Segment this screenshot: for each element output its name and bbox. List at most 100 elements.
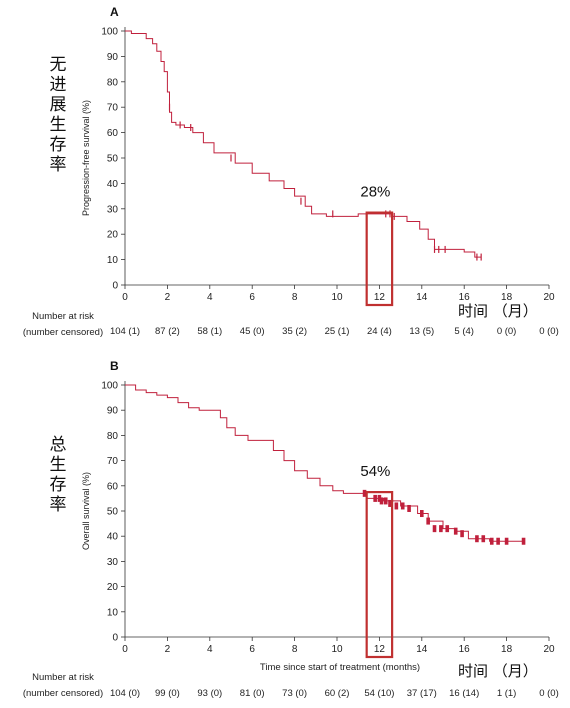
y-tick-label: 40 — [107, 179, 119, 190]
panel-b: B 0 10 20 30 40 50 60 70 80 90 100 0 2 4 6 8 10 12 14 16 18 20… — [23, 359, 559, 699]
risk-table-value: 1 (1) — [497, 688, 517, 699]
risk-table-value: 87 (2) — [155, 326, 180, 337]
panel-a: A 0 10 20 30 40 50 60 70 80 90 100 0 2 4 6 8 10 12 14 16 18 20… — [23, 5, 559, 338]
month-12-highlight-box — [365, 491, 394, 659]
y-axis-title: Overall survival (%) — [81, 472, 91, 550]
y-tick-label: 100 — [101, 381, 118, 392]
y-tick-label: 100 — [101, 27, 118, 38]
y-tick-label: 20 — [107, 582, 119, 593]
risk-table-subheader: (number censored) — [23, 688, 103, 699]
risk-table-value: 0 (0) — [497, 326, 517, 337]
survival-curve — [125, 384, 524, 542]
censor-mark — [377, 494, 382, 502]
censor-mark — [362, 489, 367, 497]
risk-table-value: 81 (0) — [240, 688, 265, 699]
risk-table-value: 58 (1) — [197, 326, 222, 337]
x-tick-label: 2 — [165, 292, 171, 303]
censor-mark — [388, 499, 392, 507]
x-axis-title: Time since start of treatment (months) — [260, 662, 420, 673]
x-tick-label: 4 — [207, 644, 213, 655]
censor-mark — [504, 537, 509, 545]
x-tick-label: 0 — [122, 292, 128, 303]
x-tick-label: 12 — [374, 644, 386, 655]
y-tick-label: 40 — [107, 532, 119, 543]
x-tick-label: 6 — [249, 644, 255, 655]
month-12-highlight-box — [365, 211, 394, 307]
x-tick-label: 8 — [292, 644, 298, 655]
y-tick-label: 90 — [107, 406, 119, 417]
x-tick-label: 18 — [501, 292, 513, 303]
risk-table-value: 24 (4) — [367, 326, 392, 337]
highlight-percentage: 28% — [360, 184, 390, 201]
x-tick-label: 0 — [122, 644, 128, 655]
risk-table-value: 93 (0) — [197, 688, 222, 699]
x-tick-label: 20 — [543, 292, 555, 303]
risk-table-value: 0 (0) — [539, 326, 559, 337]
highlight-percentage: 54% — [360, 463, 390, 480]
chinese-survival-label: 无进展生存率 — [50, 55, 67, 175]
y-tick-label: 90 — [107, 52, 119, 63]
x-tick-label: 10 — [331, 292, 343, 303]
y-tick-label: 50 — [107, 507, 119, 518]
risk-table-value: 5 (4) — [454, 326, 474, 337]
censor-mark — [394, 502, 399, 510]
x-tick-label: 16 — [459, 292, 471, 303]
risk-table-value: 99 (0) — [155, 688, 180, 699]
x-tick-label: 10 — [331, 644, 343, 655]
x-tick-label: 12 — [374, 292, 386, 303]
censor-mark — [445, 525, 450, 533]
censor-mark — [489, 537, 494, 545]
censor-mark — [383, 497, 388, 505]
y-tick-label: 80 — [107, 77, 119, 88]
risk-table-header: Number at risk — [32, 311, 94, 322]
y-tick-label: 20 — [107, 230, 119, 241]
censor-mark — [521, 537, 526, 545]
y-tick-label: 0 — [112, 281, 118, 292]
chinese-survival-label: 总生存率 — [50, 435, 67, 515]
censor-mark — [426, 517, 430, 525]
chinese-time-label: 时间 （月） — [458, 662, 538, 680]
censor-mark — [407, 504, 411, 512]
risk-table-value: 37 (17) — [407, 688, 437, 699]
x-tick-label: 2 — [165, 644, 171, 655]
censor-mark — [439, 525, 443, 533]
survival-curve — [125, 30, 482, 258]
y-tick-label: 70 — [107, 103, 119, 114]
y-tick-label: 30 — [107, 557, 119, 568]
y-tick-label: 10 — [107, 607, 119, 618]
risk-table-value: 104 (0) — [110, 688, 140, 699]
risk-table-value: 25 (1) — [325, 326, 350, 337]
censor-mark — [460, 530, 464, 538]
x-tick-label: 6 — [249, 292, 255, 303]
chinese-time-label: 时间 （月） — [458, 302, 538, 320]
censor-mark — [373, 494, 377, 502]
risk-table-value: 60 (2) — [325, 688, 350, 699]
censor-mark — [475, 535, 479, 543]
y-tick-label: 80 — [107, 431, 119, 442]
x-tick-label: 16 — [459, 644, 471, 655]
panel-letter: B — [110, 359, 119, 373]
risk-table-value: 73 (0) — [282, 688, 307, 699]
risk-table-value: 54 (10) — [364, 688, 394, 699]
censor-mark — [453, 527, 458, 535]
risk-table-value: 13 (5) — [409, 326, 434, 337]
y-tick-label: 60 — [107, 128, 119, 139]
risk-table-value: 35 (2) — [282, 326, 307, 337]
y-tick-label: 10 — [107, 255, 119, 266]
risk-table-header: Number at risk — [32, 672, 94, 683]
x-tick-label: 20 — [543, 644, 555, 655]
risk-table-subheader: (number censored) — [23, 327, 103, 338]
y-tick-label: 0 — [112, 633, 118, 644]
censor-mark — [496, 537, 500, 545]
y-tick-label: 50 — [107, 154, 119, 165]
x-tick-label: 14 — [416, 644, 428, 655]
y-tick-label: 30 — [107, 204, 119, 215]
risk-table-value: 104 (1) — [110, 326, 140, 337]
x-tick-label: 8 — [292, 292, 298, 303]
y-tick-label: 70 — [107, 456, 119, 467]
censor-mark — [379, 497, 384, 505]
censor-mark — [420, 510, 424, 518]
y-tick-label: 60 — [107, 481, 119, 492]
x-tick-label: 18 — [501, 644, 513, 655]
risk-table-value: 45 (0) — [240, 326, 265, 337]
